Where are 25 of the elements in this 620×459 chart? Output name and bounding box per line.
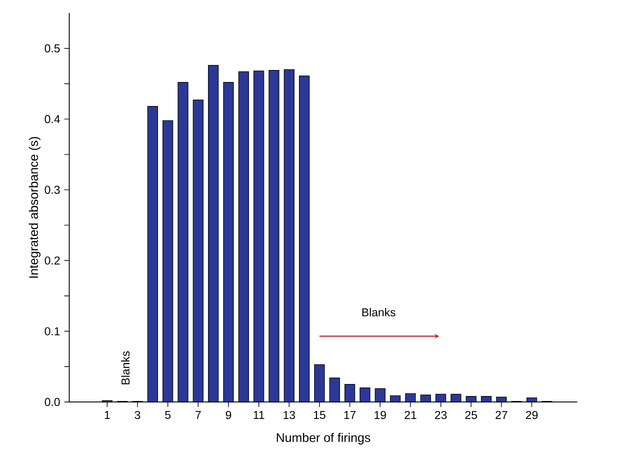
annotation: Blanks (121, 351, 130, 384)
x-tick-label: 29 (526, 410, 538, 420)
x-tick-label: 7 (196, 410, 201, 419)
annotation: Blanks (362, 308, 396, 316)
y-tick-label: 0.4 (44, 115, 60, 124)
x-tick-label: 23 (434, 410, 447, 420)
x-tick-label: 11 (254, 410, 264, 419)
y-tick-label: 0.3 (44, 186, 60, 194)
y-tick-label: 0.0 (44, 398, 60, 406)
x-tick-label: 3 (134, 410, 140, 420)
x-tick-label: 5 (165, 410, 171, 419)
x-tick-label: 9 (226, 410, 232, 420)
x-tick-label: 13 (284, 410, 295, 420)
x-tick-label: 17 (344, 410, 356, 419)
x-tick-label: 25 (465, 410, 478, 420)
y-tick-label: 0.5 (44, 44, 60, 52)
x-axis-title: Number of firings (276, 432, 370, 445)
x-tick-label: 15 (314, 410, 326, 419)
x-tick-label: 19 (374, 410, 386, 420)
x-tick-label: 21 (404, 410, 416, 419)
x-tick-label: 1 (104, 410, 110, 419)
x-tick-label: 27 (496, 410, 508, 419)
y-tick-label: 0.1 (44, 327, 60, 336)
y-axis-title: Integrated absorbance (s) (28, 136, 40, 278)
y-tick-label: 0.2 (44, 256, 60, 265)
